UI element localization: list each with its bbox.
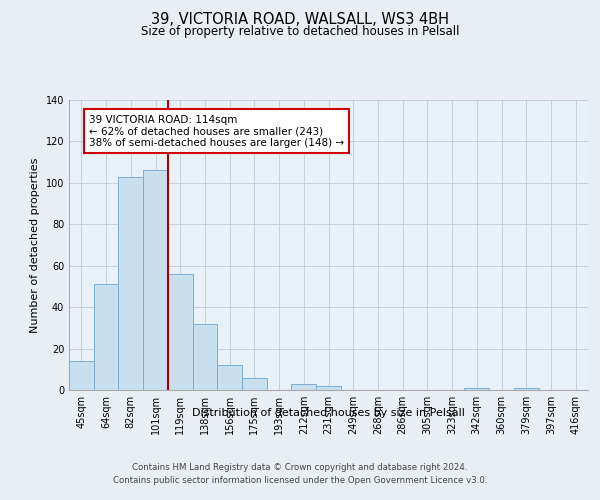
- Y-axis label: Number of detached properties: Number of detached properties: [30, 158, 40, 332]
- Text: 39 VICTORIA ROAD: 114sqm
← 62% of detached houses are smaller (243)
38% of semi-: 39 VICTORIA ROAD: 114sqm ← 62% of detach…: [89, 114, 344, 148]
- Bar: [514, 388, 539, 390]
- Bar: [69, 361, 94, 390]
- Bar: [464, 388, 489, 390]
- Text: 39, VICTORIA ROAD, WALSALL, WS3 4BH: 39, VICTORIA ROAD, WALSALL, WS3 4BH: [151, 12, 449, 28]
- Bar: [217, 365, 242, 390]
- Bar: [242, 378, 267, 390]
- Bar: [118, 176, 143, 390]
- Bar: [316, 386, 341, 390]
- Text: Contains public sector information licensed under the Open Government Licence v3: Contains public sector information licen…: [113, 476, 487, 485]
- Bar: [292, 384, 316, 390]
- Bar: [143, 170, 168, 390]
- Text: Distribution of detached houses by size in Pelsall: Distribution of detached houses by size …: [192, 408, 464, 418]
- Text: Size of property relative to detached houses in Pelsall: Size of property relative to detached ho…: [141, 25, 459, 38]
- Text: Contains HM Land Registry data © Crown copyright and database right 2024.: Contains HM Land Registry data © Crown c…: [132, 462, 468, 471]
- Bar: [168, 274, 193, 390]
- Bar: [193, 324, 217, 390]
- Bar: [94, 284, 118, 390]
